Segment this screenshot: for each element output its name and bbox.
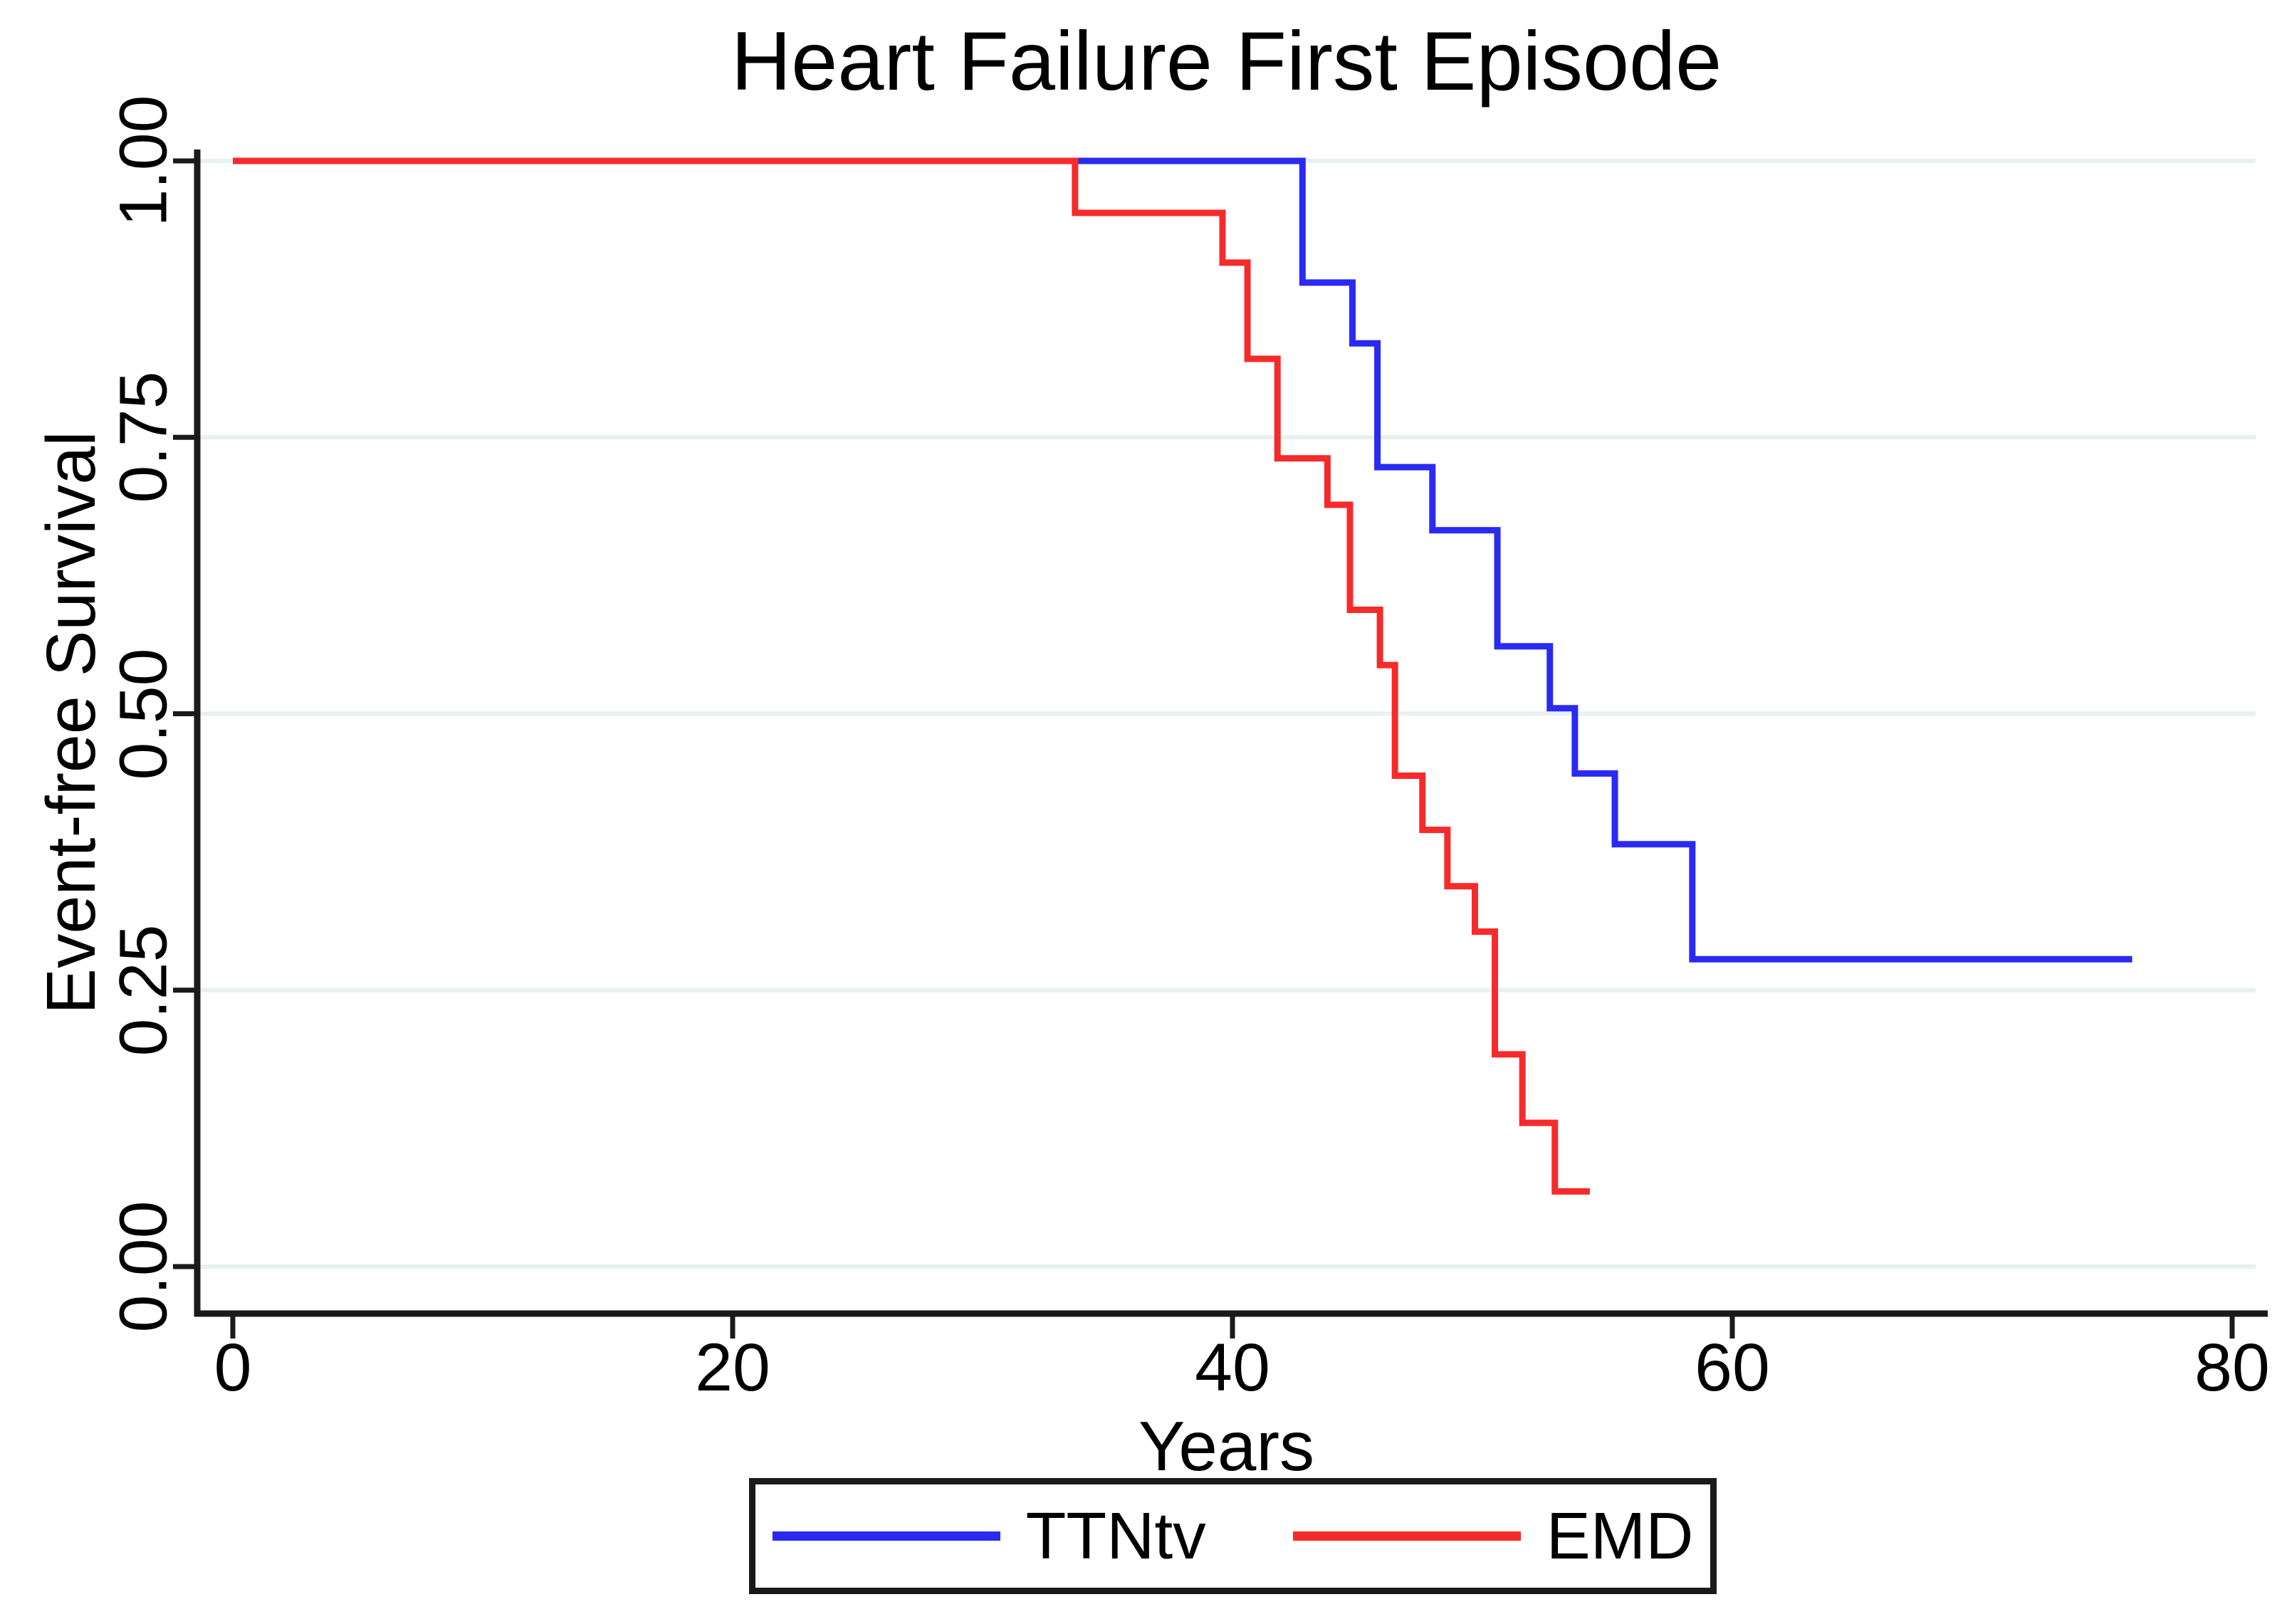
x-tick-label-0: 0 [214, 1330, 252, 1405]
y-tick-label-0.75: 0.75 [105, 371, 182, 503]
legend-box: TTNtv EMD [749, 1478, 1717, 1594]
x-tick-label-20: 20 [695, 1330, 770, 1405]
chart-title: Heart Failure First Episode [731, 14, 1722, 108]
legend-item-emd: EMD [1292, 1499, 1694, 1573]
y-tick-label-0.25: 0.25 [105, 924, 182, 1057]
y-tick-label-0.00: 0.00 [105, 1200, 182, 1333]
legend-item-ttntv: TTNtv [772, 1499, 1206, 1573]
x-tick-label-60: 60 [1695, 1330, 1770, 1405]
series-curve-EMD [233, 157, 1590, 1195]
y-tick-label-1.00: 1.00 [105, 95, 182, 227]
x-tick-label-40: 40 [1195, 1330, 1270, 1405]
y-tick-label-0.50: 0.50 [105, 648, 182, 780]
x-tick-label-80: 80 [2194, 1330, 2270, 1405]
series-curve-TTNtv [233, 157, 2132, 963]
legend-label-ttntv: TTNtv [1025, 1499, 1206, 1573]
x-axis-label: Years [1138, 1407, 1314, 1485]
legend-label-emd: EMD [1546, 1499, 1694, 1573]
legend-line-sample-emd [1292, 1531, 1521, 1541]
legend-line-sample-ttntv [772, 1531, 1000, 1541]
